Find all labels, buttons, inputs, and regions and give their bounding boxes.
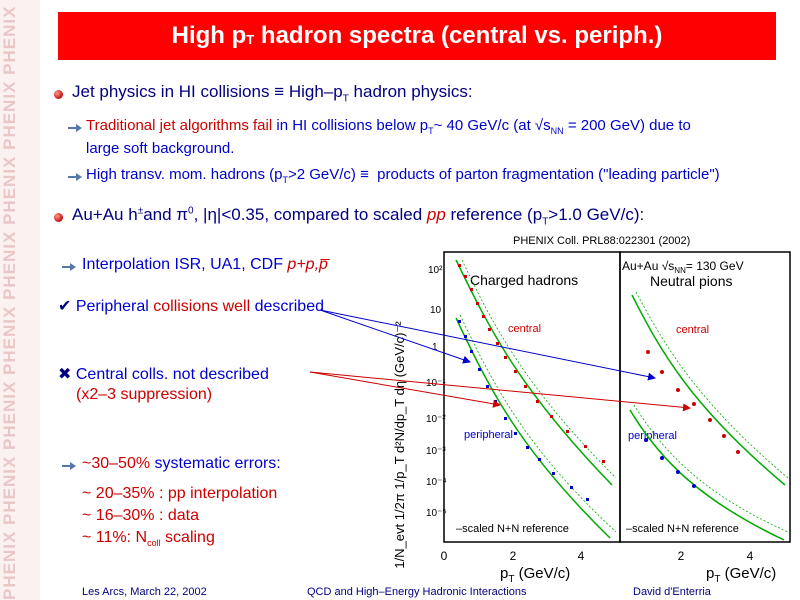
sub-bullet-traditional-line2: large soft background. bbox=[86, 140, 235, 157]
y-tick: 10⁻³ bbox=[426, 446, 446, 457]
ref-curve-central-left-band bbox=[461, 259, 617, 479]
ref-curve-periph-left-band bbox=[459, 314, 617, 533]
arrow-right-icon bbox=[68, 124, 82, 132]
footer-left: Les Arcs, March 22, 2002 bbox=[82, 586, 207, 598]
y-tick: 10⁻⁵ bbox=[426, 508, 447, 519]
ref-curve-central-left bbox=[455, 259, 613, 486]
y-tick: 10 bbox=[430, 305, 442, 316]
sidebar-brand-strip: PHENIX PHENIX PHENIX PHENIX PHENIX PHENI… bbox=[0, 0, 40, 600]
panel-title-charged: Charged hadrons bbox=[470, 272, 578, 288]
peripheral-item: ✔ Peripheral collisions well described bbox=[58, 298, 324, 315]
bullet-dot bbox=[54, 213, 63, 222]
y-tick: 10⁻² bbox=[426, 414, 446, 425]
label-central-left: central bbox=[508, 323, 541, 335]
bullet-auau: Au+Au h±and π0, |η|<0.35, compared to sc… bbox=[72, 205, 645, 228]
peripheral-data-right bbox=[644, 438, 696, 488]
bullet-jet-physics: Jet physics in HI collisions ≡ High–pT h… bbox=[72, 82, 473, 105]
left-panel-frame bbox=[443, 251, 621, 543]
footer-center: QCD and High–Energy Hadronic Interaction… bbox=[307, 586, 527, 598]
central-item: ✖ Central colls. not described bbox=[58, 366, 269, 383]
panel-title-neutral: Neutral pions bbox=[650, 273, 733, 289]
cross-icon: ✖ bbox=[58, 366, 72, 383]
arrow-right-icon bbox=[68, 173, 82, 181]
label-peripheral-left: peripheral bbox=[464, 429, 513, 441]
check-icon: ✔ bbox=[58, 298, 72, 315]
x-tick: 2 bbox=[510, 549, 517, 563]
peripheral-data-left bbox=[458, 320, 589, 501]
x-tick: 0 bbox=[441, 549, 448, 563]
y-tick: 10⁻⁴ bbox=[426, 477, 447, 488]
x-tick: 2 bbox=[678, 549, 685, 563]
label-peripheral-right: peripheral bbox=[628, 430, 677, 442]
plot-y-label: 1/N_evt 1/2π 1/p_T d²N/dp_T dη (GeV/c)⁻² bbox=[392, 321, 407, 569]
arrow-right-icon bbox=[62, 462, 76, 470]
interp-item: Interpolation ISR, UA1, CDF p+p,p̅ bbox=[82, 256, 328, 273]
ref-curve-periph-right-band bbox=[633, 404, 789, 533]
central-item-line2: (x2–3 suppression) bbox=[76, 386, 213, 403]
label-scaled-right: –scaled N+N reference bbox=[626, 523, 739, 535]
sidebar-brand-text: PHENIX PHENIX PHENIX PHENIX PHENIX PHENI… bbox=[0, 0, 19, 600]
ref-curve-periph-left bbox=[455, 317, 611, 539]
sub-bullet-high-pt: High transv. mom. hadrons (pT>2 GeV/c) ≡… bbox=[86, 166, 720, 185]
error-data: ~ 16–30% : data bbox=[82, 507, 199, 524]
y-tick: 10² bbox=[428, 265, 443, 276]
systematic-errors: ~30–50% systematic errors: bbox=[82, 455, 281, 472]
auau-label: Au+Au √sNN= 130 GeV bbox=[622, 259, 744, 275]
y-tick: 10⁻¹ bbox=[426, 378, 446, 389]
title-bar bbox=[58, 12, 776, 60]
x-tick: 4 bbox=[578, 549, 585, 563]
ref-curve-periph-right bbox=[629, 409, 785, 541]
error-pp: ~ 20–35% : pp interpolation bbox=[82, 485, 278, 502]
spectra-plot: 1/N_evt 1/2π 1/p_T d²N/dp_T dη (GeV/c)⁻²… bbox=[392, 251, 791, 585]
citation: PHENIX Coll. PRL88:022301 (2002) bbox=[513, 235, 691, 247]
error-ncoll: ~ 11%: Ncoll scaling bbox=[82, 529, 215, 549]
x-axis-label-right: pT (GeV/c) bbox=[706, 565, 776, 585]
sub-bullet-traditional: Traditional jet algorithms fail in HI co… bbox=[86, 117, 691, 136]
y-tick: 1 bbox=[432, 342, 438, 353]
x-axis-label-left: pT (GeV/c) bbox=[500, 565, 570, 585]
footer-right: David d'Enterria bbox=[633, 586, 711, 598]
label-central-right: central bbox=[676, 324, 709, 336]
arrow-right-icon bbox=[62, 263, 76, 271]
label-scaled-left: –scaled N+N reference bbox=[456, 523, 569, 535]
bullet-dot bbox=[54, 90, 63, 99]
x-tick: 4 bbox=[747, 549, 754, 563]
